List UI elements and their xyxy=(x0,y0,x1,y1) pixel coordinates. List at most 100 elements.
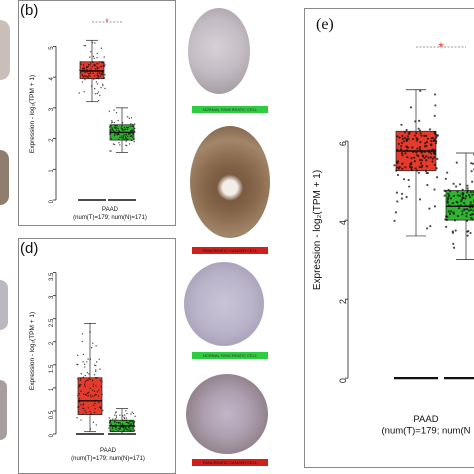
chart-d-data-point xyxy=(99,368,101,370)
chart-b-data-point xyxy=(104,64,106,66)
chart-d-data-point xyxy=(119,427,121,429)
tissue-label-normal-b: NORMAL PANCREATIC CELL xyxy=(192,106,268,113)
chart-d-data-point xyxy=(126,412,128,415)
chart-b-data-point xyxy=(89,69,91,72)
chart-b-data-point xyxy=(110,122,113,124)
chart-d-data-point xyxy=(108,422,111,424)
chart-e-data-point xyxy=(425,159,428,162)
chart-e-significance-star: * xyxy=(438,39,444,55)
chart-d-data-point xyxy=(78,384,80,386)
chart-d-data-point xyxy=(133,429,136,432)
chart-e-tick-label: 6 xyxy=(338,141,348,146)
panel-d-label: (d) xyxy=(20,240,39,257)
chart-e-data-point xyxy=(433,150,436,154)
chart-e-data-point xyxy=(455,200,458,203)
chart-b-data-point xyxy=(91,41,94,44)
chart-b-data-point xyxy=(124,135,127,137)
chart-b-data-point xyxy=(87,74,90,77)
chart-e-data-point xyxy=(423,150,426,154)
chart-d-data-point xyxy=(127,426,130,428)
chart-d-data-point xyxy=(114,424,116,427)
chart-e-data-point xyxy=(396,135,399,138)
chart-b-data-point xyxy=(132,132,134,134)
chart-e-data-point xyxy=(401,153,404,157)
chart-d-data-point xyxy=(132,412,135,415)
chart-b-data-point xyxy=(102,83,104,86)
chart-e-data-point xyxy=(394,211,397,214)
chart-b-data-point xyxy=(84,78,86,81)
chart-e-data-point xyxy=(460,200,463,203)
chart-b-data-point xyxy=(100,73,102,76)
chart-d-data-point xyxy=(108,417,110,419)
chart-b-data-point xyxy=(94,68,97,70)
chart-e-data-point xyxy=(452,182,455,185)
chart-d-data-point xyxy=(82,413,84,415)
chart-e-data-point xyxy=(452,194,455,198)
chart-d-data-point xyxy=(100,407,102,410)
chart-d-data-point xyxy=(110,423,112,425)
chart-d-data-point xyxy=(79,379,82,382)
chart-b-data-point xyxy=(131,135,133,137)
chart-e-data-point xyxy=(465,212,468,215)
chart-b-data-point xyxy=(123,134,125,136)
chart-b-data-point xyxy=(113,109,115,111)
chart-b-data-point xyxy=(101,74,104,76)
chart-b-data-point xyxy=(132,125,134,128)
chart-d-data-point xyxy=(79,385,81,387)
chart-b-data-point xyxy=(109,150,111,152)
chart-e-data-point xyxy=(466,187,469,190)
chart-e-data-point xyxy=(435,133,438,137)
chart-d-data-point xyxy=(128,422,130,425)
chart-d-data-point xyxy=(110,419,112,421)
chart-e-data-point xyxy=(435,167,438,170)
chart-d-data-point xyxy=(119,425,122,428)
chart-d-data-point xyxy=(115,428,117,431)
chart-e-data-point xyxy=(471,213,474,216)
panel-b-label: (b) xyxy=(20,2,39,19)
chart-e-data-point xyxy=(416,147,419,150)
chart-e-data-point xyxy=(433,149,436,152)
chart-e-data-point xyxy=(467,209,471,212)
chart-d-data-point xyxy=(125,425,127,428)
chart-e-data-point xyxy=(464,204,467,207)
chart-d-data-point xyxy=(98,358,100,360)
chart-e-data-point xyxy=(425,141,429,144)
chart-e-data-point xyxy=(463,202,466,205)
chart-b-x-axis-label: PAAD xyxy=(102,207,119,213)
chart-d-data-point xyxy=(128,421,131,423)
chart-d-svg: Expression - log₂(TPM + 1) 0 0.5 1 1.5 2 2.5 3 3… xyxy=(29,272,145,462)
chart-d-data-point xyxy=(89,378,91,381)
chart-b-data-point xyxy=(91,85,93,87)
chart-d-data-point xyxy=(95,370,97,373)
normal-tissue-image-b xyxy=(188,8,250,94)
chart-d-data-point xyxy=(77,406,79,408)
chart-d-data-point xyxy=(92,342,94,344)
chart-b-data-point xyxy=(89,62,92,64)
chart-e-data-point xyxy=(401,134,404,137)
chart-d-data-point xyxy=(85,380,87,382)
chart-b-data-point xyxy=(97,78,99,80)
chart-e-data-point xyxy=(468,196,472,199)
chart-d-data-point xyxy=(80,419,82,421)
chart-b-significance-star: * xyxy=(105,17,109,27)
chart-b-data-point xyxy=(129,125,131,128)
chart-b-data-point xyxy=(113,143,116,146)
chart-b-data-point xyxy=(86,67,88,69)
chart-d-data-point xyxy=(108,420,111,422)
chart-d-data-point xyxy=(89,331,91,333)
chart-e-data-point xyxy=(452,246,456,249)
chart-e-data-point xyxy=(405,145,409,148)
chart-b-data-point xyxy=(118,130,120,132)
chart-d-data-point xyxy=(111,427,114,430)
chart-b-data-point xyxy=(127,135,129,138)
chart-e-data-point xyxy=(415,139,418,142)
chart-e-data-point xyxy=(424,169,428,173)
chart-d-data-point xyxy=(117,427,120,430)
chart-e-data-point xyxy=(393,219,396,222)
chart-b-data-point xyxy=(133,140,135,143)
chart-e-data-point xyxy=(397,160,400,163)
chart-b-data-point xyxy=(100,47,103,49)
cropped-tissue-image xyxy=(0,380,7,440)
chart-e-data-point xyxy=(423,134,426,137)
chart-d-data-point xyxy=(108,427,110,429)
